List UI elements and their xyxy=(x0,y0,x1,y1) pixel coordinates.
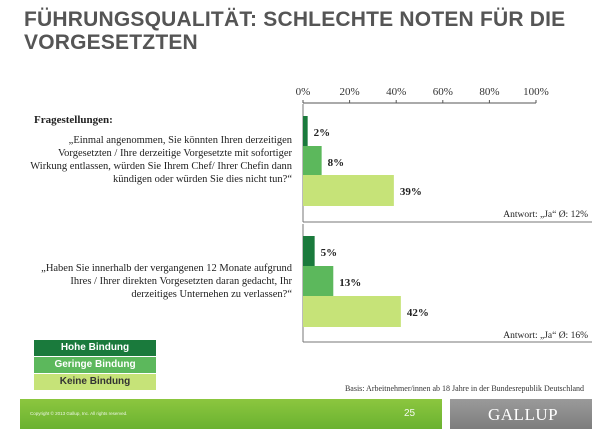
question-1-text: „Einmal angenommen, Sie könnten Ihren de… xyxy=(30,135,292,185)
answer-note: Antwort: „Ja“ Ø: 16% xyxy=(503,331,588,341)
x-tick-label: 80% xyxy=(479,86,499,98)
bar xyxy=(303,296,401,327)
x-tick-label: 60% xyxy=(433,86,453,98)
bar xyxy=(303,266,334,297)
legend-geringe-bindung: Geringe Bindung xyxy=(34,357,156,373)
bar-value-label: 13% xyxy=(339,277,361,289)
bar-value-label: 2% xyxy=(314,127,331,139)
page-number: 25 xyxy=(404,408,416,419)
legend-keine-bindung: Keine Bindung xyxy=(34,374,156,390)
footer-bar xyxy=(20,399,442,429)
bar-value-label: 42% xyxy=(407,307,429,319)
x-tick-label: 40% xyxy=(386,86,406,98)
bar-value-label: 39% xyxy=(400,186,422,198)
bar-value-label: 8% xyxy=(328,157,345,169)
page-title: FÜHRUNGSQUALITÄT: SCHLECHTE NOTEN FÜR DI… xyxy=(24,8,566,54)
legend-hohe-bindung: Hohe Bindung xyxy=(34,340,156,356)
bar xyxy=(303,116,308,147)
bar xyxy=(303,175,394,206)
x-tick-label: 100% xyxy=(523,86,549,98)
question-2-text: „Haben Sie innerhalb der vergangenen 12 … xyxy=(41,263,292,300)
questions-header: Fragestellungen: xyxy=(34,114,113,126)
answer-note: Antwort: „Ja“ Ø: 12% xyxy=(503,210,588,220)
x-tick-label: 0% xyxy=(296,86,311,98)
bar xyxy=(303,146,322,177)
gallup-logo: GALLUP xyxy=(488,405,559,424)
bar-value-label: 5% xyxy=(321,247,338,259)
copyright-text: Copyright © 2013 Gallup, Inc. All rights… xyxy=(30,411,128,416)
x-tick-label: 20% xyxy=(340,86,360,98)
bar xyxy=(303,236,315,267)
basis-note: Basis: Arbeitnehmer/innen ab 18 Jahre in… xyxy=(344,384,584,393)
gallup-logo-box xyxy=(450,399,592,429)
